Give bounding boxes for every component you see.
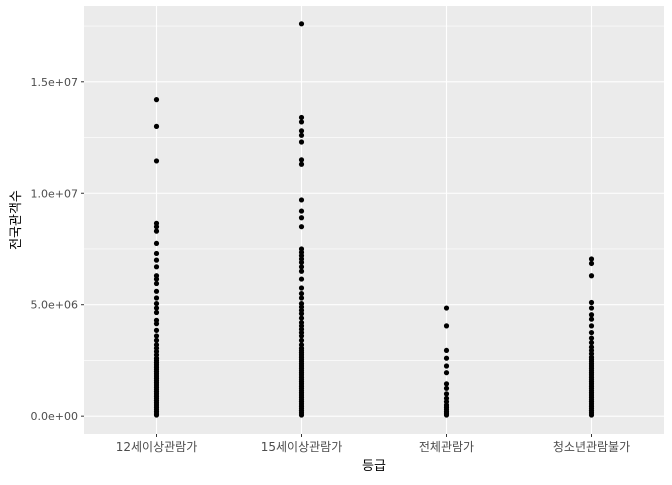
x-tick-label: 15세이상관람가 xyxy=(261,440,343,454)
x-tick-label: 12세이상관람가 xyxy=(116,440,198,454)
data-point xyxy=(298,161,305,167)
data-point xyxy=(153,305,160,311)
data-point xyxy=(153,264,160,270)
x-axis-title: 등급 xyxy=(362,459,386,474)
y-axis: 0.0e+00 5.0e+06 1.0e+07 1.5e+07 xyxy=(31,76,84,423)
data-point xyxy=(153,333,160,339)
data-point xyxy=(153,280,160,287)
data-point xyxy=(153,337,160,343)
data-point xyxy=(588,273,595,279)
data-point xyxy=(298,337,305,343)
data-point xyxy=(588,329,595,336)
y-tick-label: 1.0e+07 xyxy=(31,187,78,200)
data-point xyxy=(588,323,595,329)
data-point xyxy=(298,197,305,203)
data-point xyxy=(153,158,160,164)
data-point xyxy=(588,312,595,318)
data-point xyxy=(298,315,305,321)
data-point xyxy=(588,260,595,267)
data-point xyxy=(588,316,595,322)
data-point xyxy=(153,224,160,230)
data-point xyxy=(153,412,160,418)
data-point xyxy=(298,208,305,214)
data-point xyxy=(298,412,305,418)
data-point xyxy=(443,370,450,376)
x-tick-label: 전체관람가 xyxy=(419,440,474,454)
data-point xyxy=(153,123,160,129)
data-point xyxy=(298,157,305,163)
y-tick-label: 1.5e+07 xyxy=(31,76,78,89)
data-point xyxy=(153,300,160,307)
data-point xyxy=(443,363,450,369)
data-point xyxy=(153,309,160,316)
data-point xyxy=(443,385,450,391)
minor-gridlines xyxy=(84,25,664,361)
data-point xyxy=(153,97,160,103)
data-point xyxy=(588,305,595,311)
data-point xyxy=(298,21,305,27)
data-point xyxy=(588,340,595,346)
data-point xyxy=(298,276,305,282)
data-point xyxy=(443,305,450,311)
x-axis: 12세이상관람가 15세이상관람가 전체관람가 청소년관람불가 xyxy=(116,434,630,454)
data-point xyxy=(298,264,305,270)
data-point xyxy=(298,114,305,121)
data-point xyxy=(298,128,305,134)
data-point xyxy=(443,381,450,387)
x-tick-label: 청소년관람불가 xyxy=(553,440,630,454)
data-point xyxy=(588,335,595,341)
data-point xyxy=(588,412,595,418)
data-point xyxy=(153,321,160,327)
data-point xyxy=(298,285,305,291)
data-point xyxy=(298,119,305,125)
data-point xyxy=(298,139,305,145)
data-point xyxy=(298,224,305,230)
data-point xyxy=(153,240,160,247)
plot-panel xyxy=(84,6,664,434)
data-point xyxy=(298,290,305,297)
data-point xyxy=(443,355,450,361)
data-point xyxy=(443,412,450,418)
data-point xyxy=(298,268,305,274)
data-point xyxy=(153,250,160,257)
data-point xyxy=(153,228,160,234)
data-point xyxy=(588,256,595,262)
data-point xyxy=(153,327,160,333)
data-point xyxy=(153,276,160,282)
data-point xyxy=(298,333,305,339)
data-point xyxy=(588,299,595,306)
data-point xyxy=(298,259,305,265)
data-point xyxy=(153,288,160,294)
data-points xyxy=(153,21,595,418)
y-tick-label: 0.0e+00 xyxy=(31,410,78,423)
data-point xyxy=(153,257,160,263)
data-point xyxy=(298,311,305,317)
y-tick-label: 5.0e+06 xyxy=(31,299,78,312)
data-point xyxy=(298,295,305,301)
data-point xyxy=(153,295,160,301)
data-point xyxy=(298,215,305,221)
data-point xyxy=(443,347,450,354)
data-point xyxy=(298,132,305,138)
data-point xyxy=(443,391,450,397)
y-axis-title: 전국관객수 xyxy=(9,190,24,250)
data-point xyxy=(443,323,450,329)
